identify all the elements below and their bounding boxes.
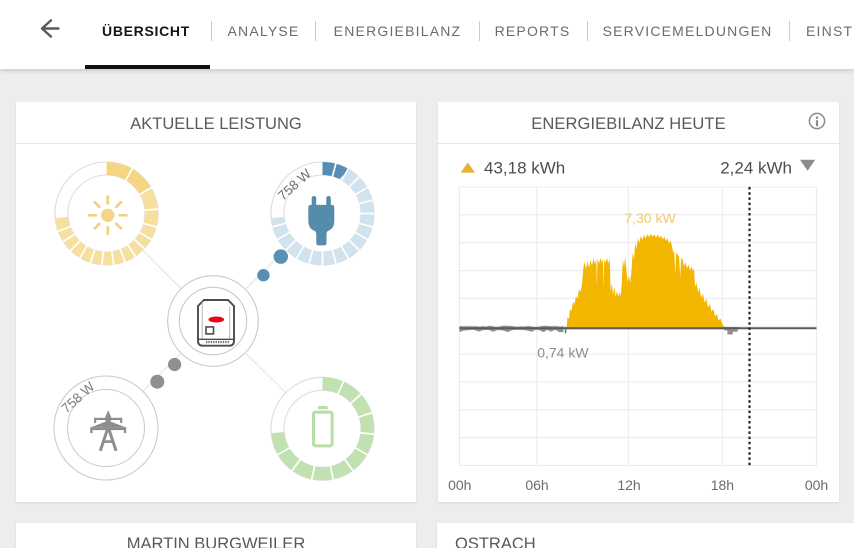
svg-text:43,18 kWh: 43,18 kWh xyxy=(484,159,565,178)
svg-text:18h: 18h xyxy=(711,477,734,493)
svg-text:00h: 00h xyxy=(448,477,471,493)
svg-text:12h: 12h xyxy=(617,477,640,493)
svg-text:00h: 00h xyxy=(805,477,828,493)
svg-text:2,24 kWh: 2,24 kWh xyxy=(720,159,792,178)
svg-text:0,74 kW: 0,74 kW xyxy=(537,345,589,361)
svg-text:06h: 06h xyxy=(525,477,548,493)
svg-text:7,30 kW: 7,30 kW xyxy=(624,210,676,226)
